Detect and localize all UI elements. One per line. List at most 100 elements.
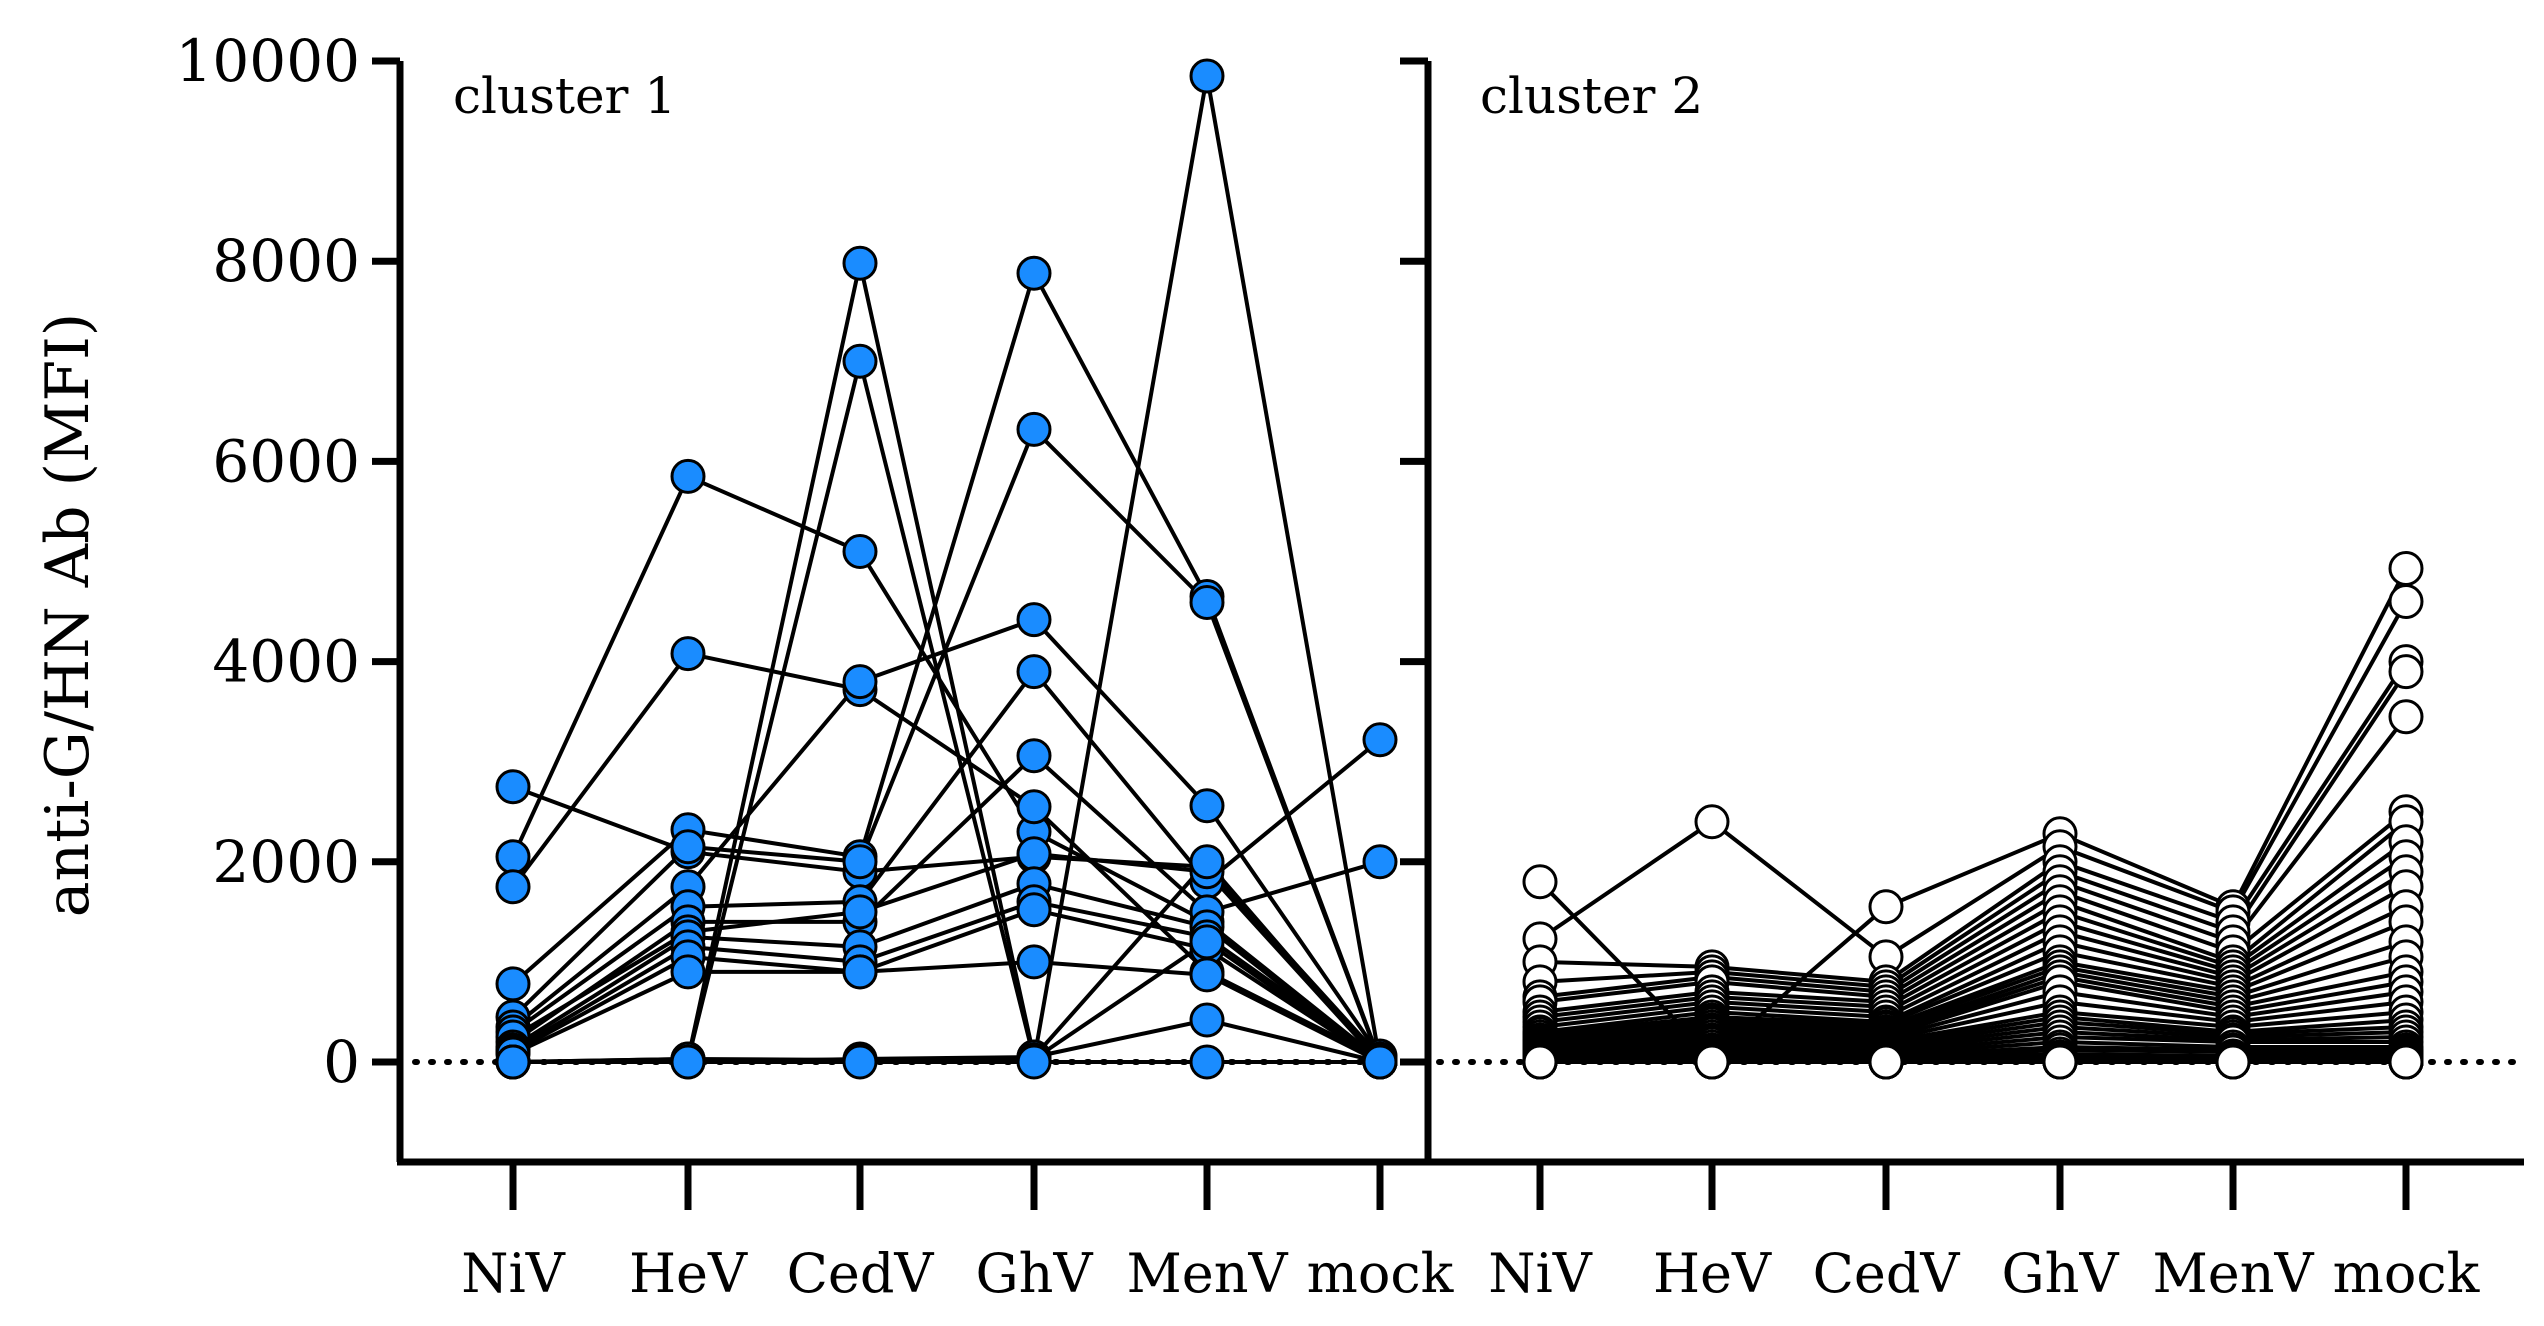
- x-tick-label: mock: [1307, 1242, 1455, 1305]
- x-tick-label: HeV: [629, 1242, 748, 1305]
- data-point: [1694, 804, 1730, 840]
- series-line: [1539, 810, 2408, 1004]
- y-tick-label: 6000: [212, 427, 360, 495]
- series-line: [1539, 954, 2407, 1044]
- data-point: [670, 954, 706, 990]
- series-line: [511, 753, 1381, 1044]
- data-point: [1868, 1044, 1904, 1080]
- data-point: [1016, 602, 1052, 638]
- labels: anti-G/HN Ab (MFI) cluster 1 cluster 2: [33, 67, 1703, 917]
- series-line: [1539, 1030, 2407, 1058]
- x-tick-label: HeV: [1653, 1242, 1772, 1305]
- x-tick-label: GhV: [976, 1242, 1094, 1305]
- data-point: [1016, 738, 1052, 774]
- data-point: [1016, 654, 1052, 690]
- data-point: [842, 954, 878, 990]
- y-tick-label: 10000: [175, 27, 360, 95]
- series-line: [1539, 670, 2408, 989]
- series-line: [1538, 600, 2408, 959]
- data-point: [2388, 654, 2424, 690]
- series-line: [512, 959, 1381, 1064]
- data-point: [2215, 1044, 2251, 1080]
- series-line: [1539, 999, 2407, 1052]
- data-point: [1522, 1044, 1558, 1080]
- data-point: [1694, 1044, 1730, 1080]
- series-line: [1539, 1025, 2407, 1057]
- x-tick-label: MenV: [2152, 1242, 2314, 1305]
- axes: 10000 8000 6000 4000 2000 0 NiV HeV CedV GhV MenV m…: [175, 27, 2527, 1305]
- series-line: [1539, 885, 2407, 1034]
- data-point: [670, 829, 706, 865]
- x-tick-label: GhV: [2002, 1242, 2120, 1305]
- series-line: [1539, 870, 2408, 1029]
- series-line: [511, 669, 1382, 1034]
- series-line: [511, 651, 1381, 1061]
- data-point: [1189, 844, 1225, 880]
- series-line: [512, 784, 1382, 1059]
- series-line: [511, 427, 1382, 1063]
- data-point: [1362, 1044, 1398, 1080]
- data-point: [1016, 255, 1052, 291]
- y-tick-label: 4000: [212, 628, 360, 696]
- data-point: [1189, 1002, 1225, 1038]
- y-tick-label: 8000: [212, 227, 360, 295]
- series-line: [1539, 904, 2407, 1036]
- series-line: [511, 881, 1382, 1064]
- data-point: [2388, 551, 2424, 586]
- data-point: [670, 636, 706, 672]
- data-point: [670, 1044, 706, 1080]
- data-point: [2388, 699, 2424, 735]
- data-point: [1189, 924, 1225, 960]
- data-point: [1189, 788, 1225, 824]
- series-line: [1539, 1010, 2407, 1054]
- series-line: [1539, 660, 2408, 984]
- data-point: [2388, 584, 2424, 619]
- series-line: [1539, 920, 2407, 1039]
- series-line: [511, 617, 1382, 1058]
- panel-1-series: [495, 58, 1398, 1080]
- data-point: [2388, 1044, 2424, 1080]
- data-point: [2042, 1044, 2078, 1080]
- data-point: [842, 534, 878, 569]
- data-point: [842, 1044, 878, 1080]
- panel-2-series: [1522, 551, 2424, 1080]
- series-line: [1539, 855, 2408, 1024]
- x-tick-label: MenV: [1126, 1242, 1288, 1305]
- series-layer: [495, 58, 2424, 1080]
- series-line: [1539, 840, 2408, 1019]
- data-point: [1189, 58, 1225, 94]
- x-tick-label: mock: [2333, 1242, 2481, 1305]
- y-tick-label: 2000: [212, 828, 360, 896]
- data-point: [1189, 585, 1225, 620]
- panel-label-cluster-2: cluster 2: [1480, 67, 1703, 125]
- x-tick-label: CedV: [787, 1242, 935, 1305]
- data-point: [1016, 411, 1052, 447]
- x-tick-label: NiV: [1488, 1242, 1593, 1305]
- data-point: [842, 844, 878, 880]
- data-point: [842, 894, 878, 930]
- series-line: [513, 1018, 1381, 1064]
- data-point: [1016, 1044, 1052, 1080]
- series-line: [511, 474, 1382, 1062]
- data-point: [842, 343, 878, 379]
- series-line: [1539, 820, 2408, 1014]
- data-point: [1016, 892, 1052, 928]
- x-tick-label: CedV: [1813, 1242, 1961, 1305]
- data-point: [1362, 722, 1398, 758]
- data-point: [495, 839, 531, 875]
- data-point: [1016, 836, 1052, 872]
- panel-label-cluster-1: cluster 1: [453, 67, 676, 125]
- y-tick-label: 0: [323, 1028, 360, 1096]
- x-tick-label: NiV: [461, 1242, 566, 1305]
- data-point: [495, 966, 531, 1002]
- data-point: [1362, 844, 1398, 880]
- series-line: [512, 907, 1382, 1064]
- data-point: [670, 458, 706, 494]
- data-point: [1189, 957, 1225, 993]
- data-point: [1868, 889, 1904, 925]
- series-line: [511, 899, 1382, 1061]
- data-point: [495, 1044, 531, 1080]
- data-point: [495, 769, 531, 805]
- series-line: [1539, 969, 2407, 1046]
